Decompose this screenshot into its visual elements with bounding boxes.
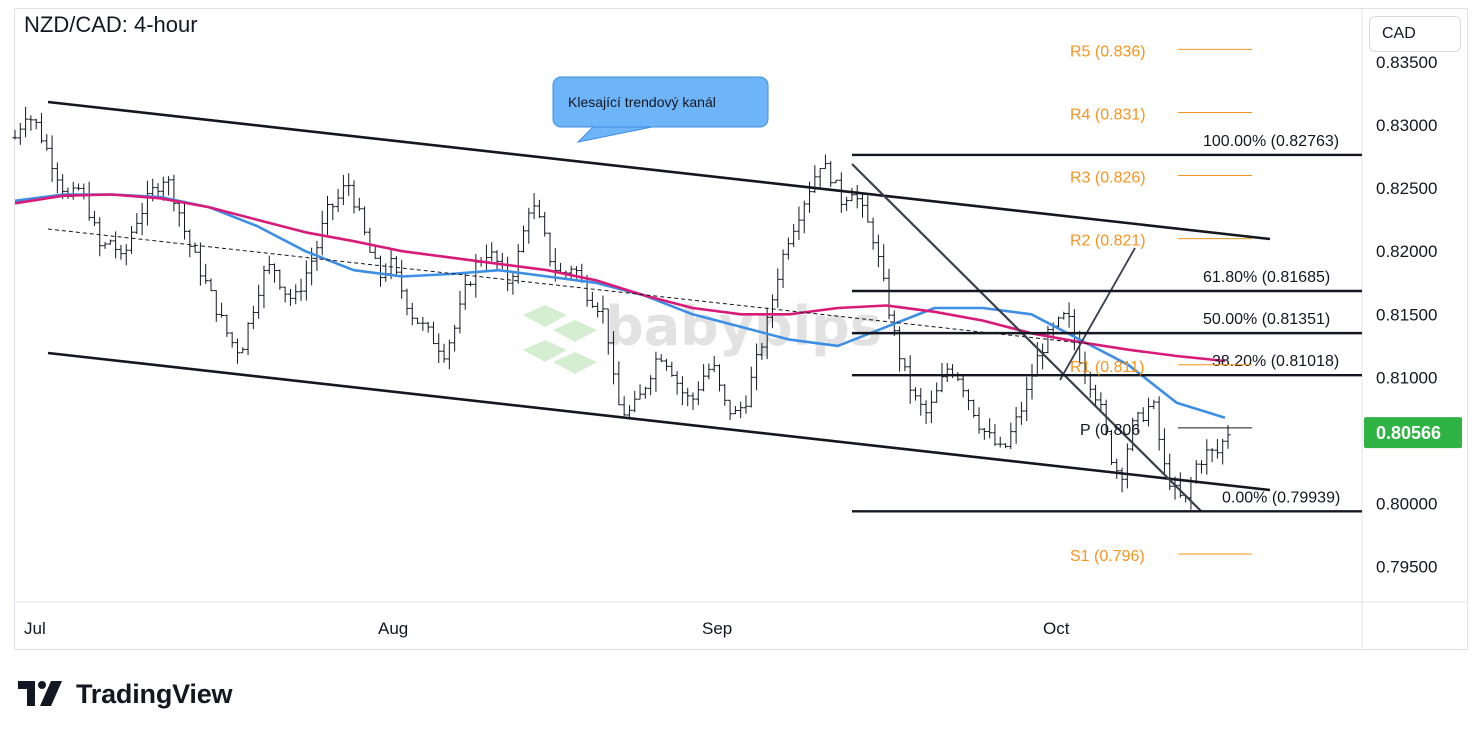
fib-level-label: 38.20% (0.81018) xyxy=(1212,353,1339,370)
pivot-level-label: R4 (0.831) xyxy=(1070,106,1146,123)
price-tick-label: 0.82000 xyxy=(1376,242,1437,261)
callout-text: Klesající trendový kanál xyxy=(568,94,716,110)
fib-diagonal-line xyxy=(851,163,1203,513)
axis-labels: 0.83500 0.83000 0.82500 0.82000 0.81500 0.810… xyxy=(24,53,1462,638)
price-tick-label: 0.81000 xyxy=(1376,368,1437,387)
watermark-cube xyxy=(523,340,567,362)
pivot-level-label: R3 (0.826) xyxy=(1070,170,1146,187)
fib-swing-line xyxy=(1059,247,1136,381)
babypips-logo-icon xyxy=(523,305,597,374)
current-price-label: 0.80566 xyxy=(1376,423,1441,443)
fib-level-label: 100.00% (0.82763) xyxy=(1203,133,1339,150)
moving-averages xyxy=(14,193,1226,420)
fib-level-label: 61.80% (0.81685) xyxy=(1203,269,1330,286)
levels: 100.00% (0.82763) 61.80% (0.81685) 50.00% … xyxy=(852,43,1362,565)
price-tick-label: 0.82500 xyxy=(1376,179,1437,198)
time-tick-label: Aug xyxy=(378,619,408,638)
tradingview-logo-text: TradingView xyxy=(76,678,233,709)
time-tick-label: Oct xyxy=(1043,619,1070,638)
trendlines xyxy=(47,100,1271,513)
watermark-cube xyxy=(553,320,597,342)
channel-lower-line xyxy=(47,351,1271,492)
price-tick-label: 0.83000 xyxy=(1376,116,1437,135)
fib-level-label: 50.00% (0.81351) xyxy=(1203,311,1330,328)
time-tick-label: Jul xyxy=(24,619,46,638)
pivot-level-label: R1 (0.811) xyxy=(1070,359,1144,376)
candlestick-series xyxy=(12,106,1231,510)
current-price-badge xyxy=(1364,417,1462,449)
pivot-level-label: P (0.806 xyxy=(1080,422,1140,439)
currency-selector[interactable]: CAD xyxy=(1369,16,1461,52)
pivot-level-label: S1 (0.796) xyxy=(1070,548,1145,565)
sma-200-line xyxy=(14,193,1226,363)
time-tick-label: Sep xyxy=(702,619,732,638)
babypips-watermark: babypips xyxy=(523,295,882,374)
channel-upper-line xyxy=(47,100,1271,241)
price-tick-label: 0.81500 xyxy=(1376,305,1437,324)
price-tick-label: 0.79500 xyxy=(1376,558,1437,577)
tradingview-logo-icon xyxy=(18,679,66,709)
fib-level-label: 0.00% (0.79939) xyxy=(1222,489,1340,506)
pivot-level-label: R2 (0.821) xyxy=(1070,233,1146,250)
callout-box xyxy=(552,76,769,128)
price-tick-label: 0.83500 xyxy=(1376,53,1437,72)
chart-axes xyxy=(15,9,1467,649)
watermark-cube xyxy=(553,352,597,374)
tradingview-logo[interactable]: TradingView xyxy=(18,676,233,712)
chart-title: NZD/CAD: 4-hour xyxy=(24,12,198,37)
watermark-cube xyxy=(523,305,567,327)
price-tick-label: 0.80000 xyxy=(1376,495,1437,514)
pivot-level-label: R5 (0.836) xyxy=(1070,43,1146,60)
